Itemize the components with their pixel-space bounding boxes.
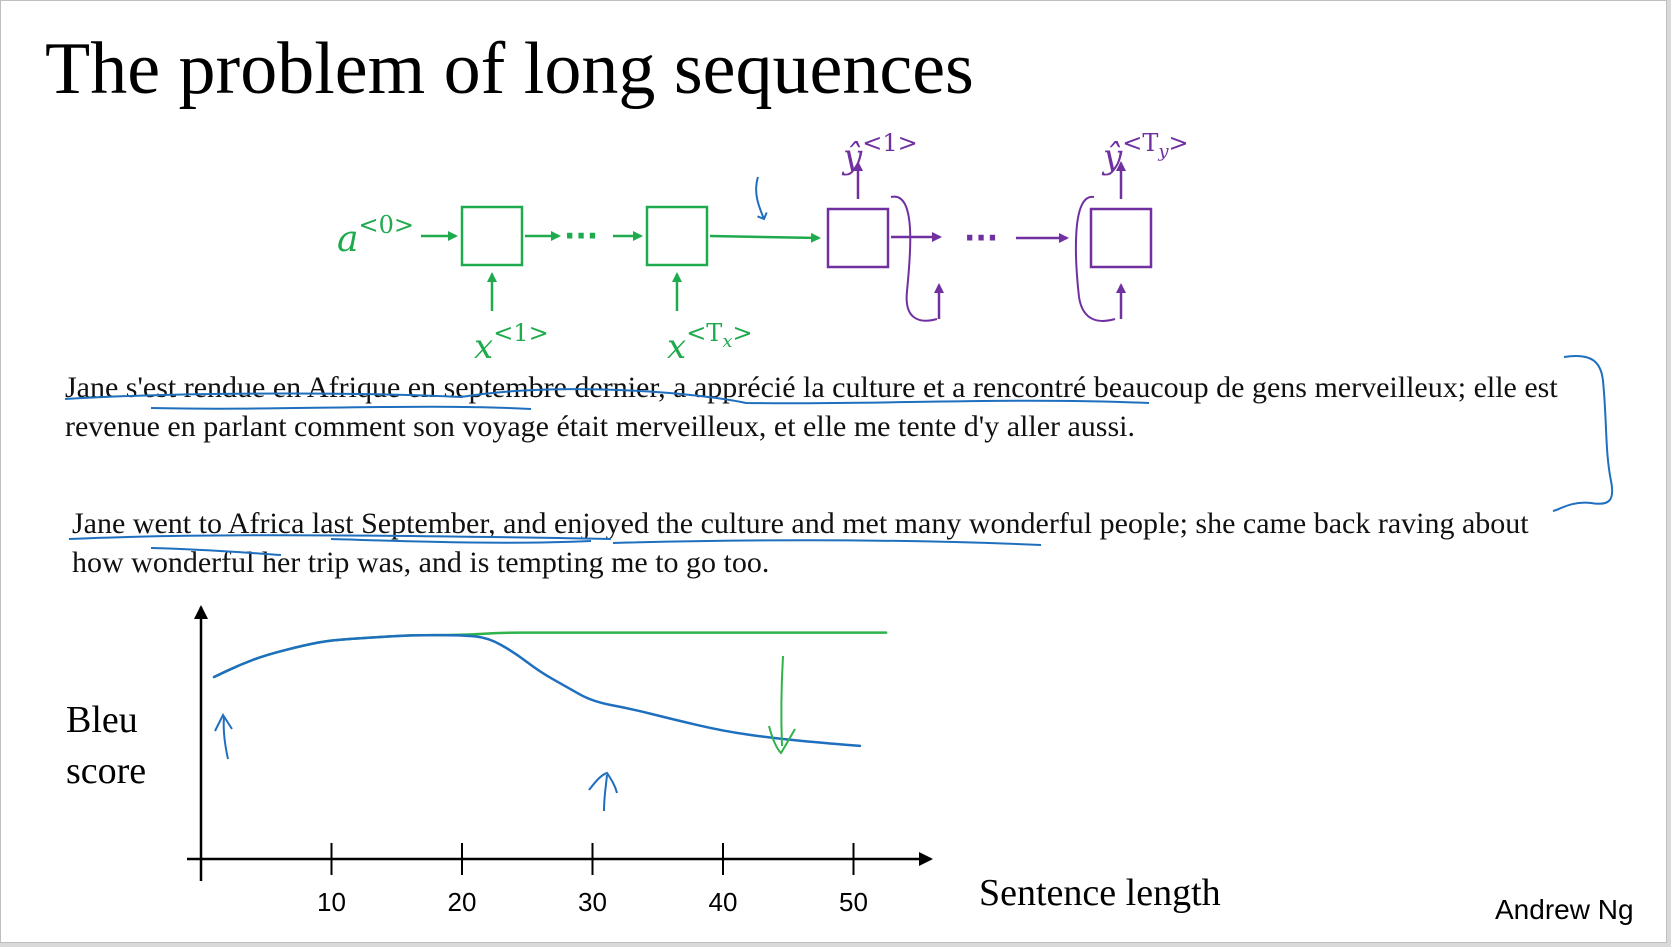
a0-label: a<0>	[337, 211, 414, 260]
x-tick-label: 10	[317, 887, 346, 917]
feedback-curve-ty	[1074, 195, 1116, 322]
encoder-ellipsis: ···	[564, 219, 598, 254]
decoder-cell-1	[826, 207, 890, 269]
middle-up-arrow	[603, 774, 608, 812]
blue-series-line	[212, 633, 862, 748]
green-down-arrow-head	[768, 725, 796, 755]
left-up-arrow	[222, 716, 229, 760]
french-paragraph: Jane s'est rendue en Afrique en septembr…	[65, 371, 1558, 443]
yty-label: ŷ<Ty>	[1101, 129, 1189, 177]
x-axis-label: Sentence length	[979, 872, 1221, 914]
enc-to-dec-arrow	[709, 232, 821, 243]
context-annotation-arrow	[755, 176, 768, 221]
green-down-arrow	[780, 655, 784, 747]
y-axis-label-line1: Bleu	[66, 699, 138, 741]
author-credit: Andrew Ng	[1495, 894, 1634, 925]
middle-up-arrow-head	[588, 771, 618, 794]
slide-title: The problem of long sequences	[45, 28, 974, 110]
left-up-arrow-head	[214, 712, 233, 732]
feedback-curve-1	[890, 195, 938, 322]
chart-series	[212, 631, 888, 748]
y1-label: ŷ<1>	[841, 129, 918, 177]
english-underline-3	[612, 539, 1042, 546]
encoder-cell-1	[460, 205, 524, 267]
english-underline-1	[68, 534, 612, 540]
french-bracket	[1552, 355, 1614, 512]
green-series-line	[212, 631, 888, 679]
y-axis-label-line2: score	[66, 750, 147, 792]
decoder-ellipsis: ···	[964, 221, 998, 256]
decoder-cell-ty	[1089, 207, 1153, 269]
x-tick-label: 30	[578, 887, 607, 917]
x-ticks: 10 20 30 40 50	[317, 843, 868, 917]
english-underline-2	[330, 538, 592, 544]
english-underline-4	[150, 547, 282, 556]
xtx-label: x<Tx>	[667, 319, 753, 361]
x-tick-label: 50	[839, 887, 868, 917]
french-underline-1	[64, 388, 1150, 405]
x-tick-label: 20	[448, 887, 477, 917]
x1-label: x<1>	[474, 319, 549, 361]
encoder-cell-tx	[645, 205, 709, 267]
x-tick-label: 40	[709, 887, 738, 917]
seq2seq-diagram: a<0> ··· x<1> x<Tx> ··· ŷ<1> ŷ<Ty>	[337, 129, 1189, 361]
french-underline-2	[150, 405, 532, 410]
